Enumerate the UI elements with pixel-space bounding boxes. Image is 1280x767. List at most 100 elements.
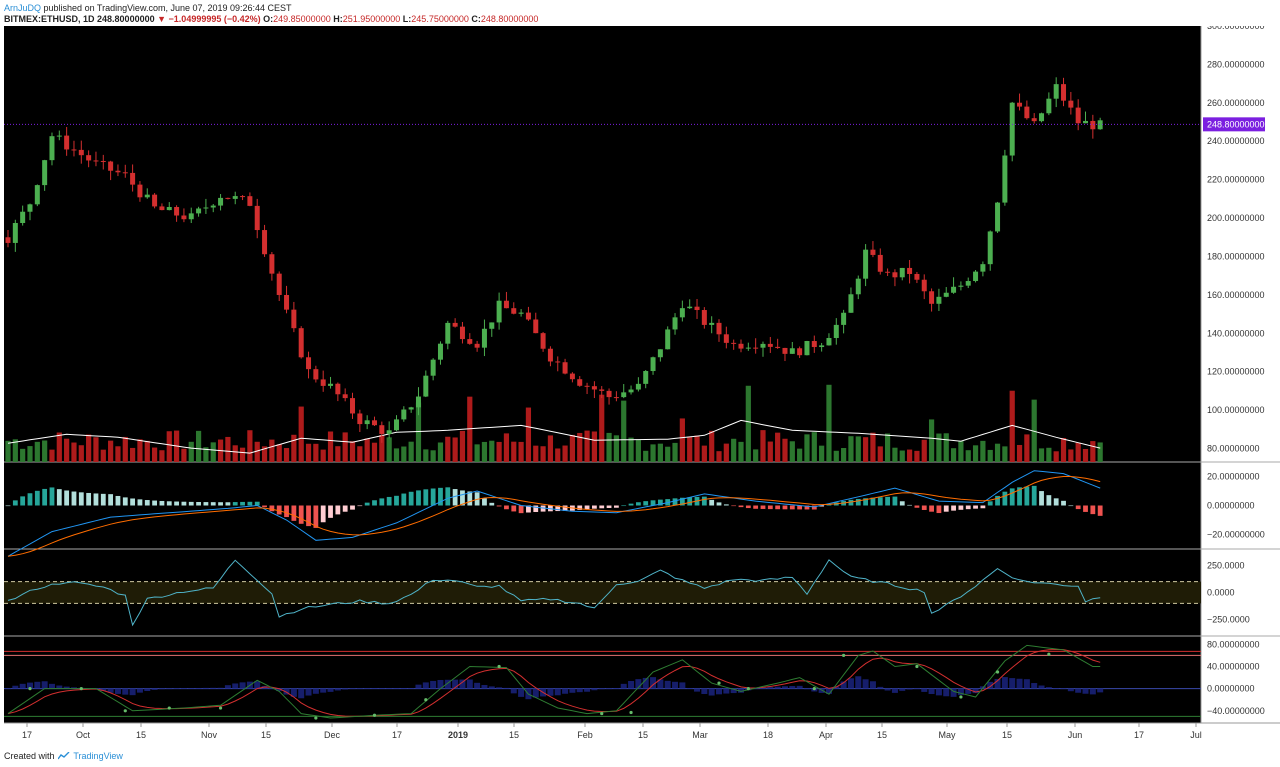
volume-bar	[936, 433, 942, 462]
candle-body	[657, 349, 663, 358]
candle-body	[789, 348, 795, 354]
macd-histogram-bar	[1083, 505, 1088, 512]
stoch-histogram-bar	[430, 680, 437, 689]
cci-band-fill	[4, 581, 1201, 604]
volume-bar	[93, 437, 99, 462]
stoch-histogram-bar	[877, 686, 884, 689]
macd-histogram-bar	[907, 504, 912, 506]
macd-histogram-bar	[811, 505, 817, 510]
volume-bar	[239, 447, 246, 462]
candle-body	[701, 310, 707, 325]
candle-body	[115, 170, 121, 173]
stoch-cross-marker	[218, 706, 223, 710]
candle-body	[489, 322, 495, 329]
macd-histogram-bar	[93, 493, 99, 506]
candle-body	[335, 383, 341, 395]
stoch-histogram-bar	[899, 688, 906, 691]
macd-histogram-bar	[555, 505, 561, 512]
candle-body	[943, 292, 949, 297]
macd-histogram-bar	[42, 488, 48, 506]
candle-body	[1024, 106, 1030, 119]
macd-histogram-bar	[687, 497, 693, 506]
macd-histogram-bar	[408, 491, 414, 506]
stoch-histogram-bar	[474, 682, 481, 689]
tradingview-link[interactable]: TradingView	[73, 751, 123, 761]
volume-bar	[650, 444, 656, 462]
time-tick-label: Jul	[1190, 730, 1202, 740]
stoch-histogram-bar	[606, 688, 613, 690]
volume-bar	[694, 435, 700, 462]
stoch-histogram-bar	[694, 688, 701, 692]
cci-tick-label: 0.0000	[1207, 588, 1235, 598]
macd-histogram-bar	[166, 501, 172, 506]
footer: Created with TradingView	[4, 751, 123, 761]
macd-histogram-bar	[723, 504, 729, 506]
chart-area[interactable]: 300.00000000 280.00000000 260.00000000 240.…	[0, 26, 1280, 750]
stoch-histogram-bar	[56, 685, 63, 689]
macd-histogram-bar	[306, 505, 311, 527]
macd-histogram-bar	[782, 505, 788, 510]
macd-histogram-bar	[709, 499, 715, 506]
macd-histogram-bar	[738, 505, 744, 508]
stoch-histogram-bar	[488, 686, 495, 689]
volume-bar	[826, 384, 832, 462]
volume-bar	[511, 441, 517, 462]
candle-body	[1002, 155, 1008, 203]
stoch-cross-marker	[424, 698, 428, 702]
stoch-histogram-bar	[12, 685, 19, 689]
stoch-cross-marker	[28, 687, 32, 691]
candle-body	[137, 184, 143, 198]
volume-bar	[195, 430, 202, 462]
candle-body	[159, 206, 165, 211]
macd-histogram-bar	[797, 505, 803, 510]
volume-bar	[305, 443, 312, 462]
candle-body	[328, 383, 334, 386]
stoch-histogram-bar	[723, 688, 730, 694]
candle-body	[27, 204, 33, 212]
published-text: published on TradingView.com, June 07, 2…	[43, 3, 292, 13]
cci-tick-label: 250.0000	[1207, 560, 1245, 570]
time-tick-label: Apr	[819, 730, 833, 740]
macd-histogram-bar	[921, 505, 927, 510]
stoch-histogram-bar	[144, 688, 151, 692]
macd-histogram-bar	[789, 505, 795, 510]
volume-bar	[49, 449, 55, 462]
macd-histogram-bar	[995, 495, 1000, 506]
candle-body	[870, 249, 876, 255]
volume-bar	[950, 448, 957, 462]
time-tick-label: 15	[1002, 730, 1012, 740]
volume-bar	[401, 446, 407, 462]
author-link[interactable]: ArnJuDQ	[4, 3, 42, 13]
macd-histogram-bar	[20, 496, 26, 506]
volume-bar	[599, 394, 605, 462]
candle-body	[547, 348, 553, 362]
price-tick-label: 220.00000000	[1207, 175, 1265, 185]
stoch-histogram-bar	[356, 688, 363, 690]
macd-histogram-bar	[1046, 495, 1052, 506]
stoch-histogram-bar	[1053, 688, 1060, 689]
volume-bar	[379, 435, 385, 462]
stoch-histogram-bar	[1045, 687, 1052, 689]
macd-histogram-bar	[386, 496, 392, 506]
stoch-histogram-bar	[730, 688, 737, 694]
volume-bar	[540, 446, 546, 462]
symbol-label[interactable]: BITMEX:ETHUSD, 1D	[4, 14, 95, 24]
stoch-histogram-bar	[48, 683, 55, 689]
volume-bar	[775, 432, 781, 462]
macd-histogram-bar	[203, 502, 209, 506]
candle-body	[672, 317, 678, 330]
stoch-histogram-bar	[334, 688, 341, 691]
time-tick-label: 15	[638, 730, 648, 740]
stoch-histogram-bar	[63, 686, 70, 689]
macd-histogram-bar	[643, 501, 649, 506]
macd-histogram-bar	[936, 505, 942, 514]
candle-body	[423, 375, 429, 397]
volume-bar	[555, 448, 561, 462]
time-tick-label: Dec	[324, 730, 341, 740]
stoch-cross-marker	[629, 710, 633, 715]
candle-body	[973, 271, 979, 282]
volume-bar	[430, 450, 436, 462]
stoch-histogram-bar	[928, 688, 935, 695]
macd-histogram-bar	[438, 487, 443, 506]
stoch-histogram-bar	[371, 688, 378, 689]
